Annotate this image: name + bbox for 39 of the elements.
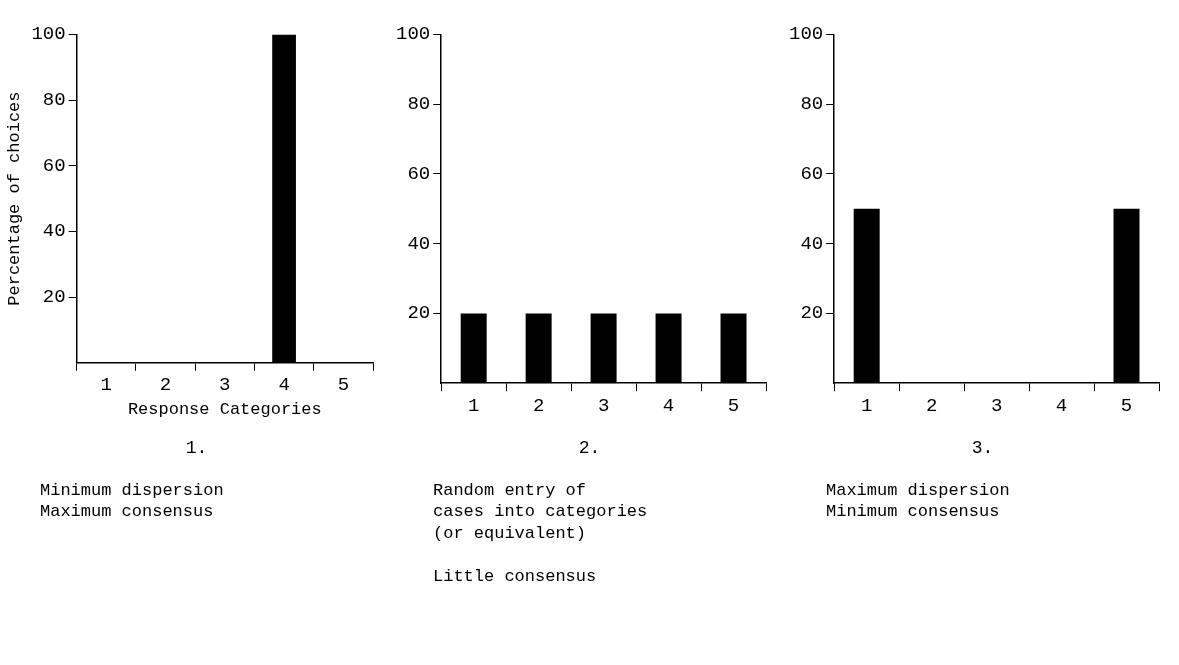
y-tick-label: 40	[42, 220, 66, 243]
y-tick-label: 80	[800, 93, 824, 116]
y-tick-label: 20	[407, 302, 431, 325]
y-tick-label: 100	[395, 23, 431, 46]
y-tick-label: 60	[407, 162, 431, 185]
text: Little consensus	[433, 565, 598, 587]
x-tick-label: 1	[860, 394, 873, 417]
x-tick-label: 3	[990, 394, 1003, 417]
y-tick-label: 80	[42, 89, 66, 112]
x-tick-label: 2	[925, 394, 938, 417]
x-tick-label: 3	[219, 374, 231, 397]
x-tick-label: 5	[727, 394, 740, 417]
x-tick-label: 2	[532, 394, 545, 417]
y-axis-title: Percentage of choices	[4, 91, 24, 306]
y-tick-label: 60	[800, 162, 824, 185]
x-tick-label: 1	[100, 374, 112, 397]
x-tick-label: 4	[278, 374, 290, 397]
y-tick-label: 100	[31, 23, 66, 46]
y-tick-label: 40	[800, 232, 824, 255]
x-tick-label: 2	[159, 374, 172, 397]
x-tick-label: 4	[1055, 394, 1068, 417]
y-tick-label: 40	[407, 232, 431, 255]
x-tick-label: 3	[597, 394, 610, 417]
text: 1.	[184, 438, 209, 458]
x-tick-label: 4	[662, 394, 675, 417]
x-tick-label: 1	[467, 394, 480, 417]
text: 3.	[970, 438, 995, 458]
text: Maximum dispersion Minimum consensus	[826, 480, 1011, 523]
y-tick-label: 20	[800, 302, 824, 325]
text: Minimum dispersion Maximum consensus	[40, 480, 225, 523]
y-tick-label: 60	[42, 154, 66, 177]
x-axis-title: Response Categories	[127, 400, 322, 420]
y-tick-label: 20	[42, 286, 66, 309]
x-tick-label: 5	[1120, 394, 1133, 417]
y-tick-label: 100	[788, 23, 824, 46]
x-tick-label: 5	[337, 374, 350, 397]
text: 2.	[577, 438, 602, 458]
y-tick-label: 80	[407, 93, 431, 116]
text: Random entry of cases into categories (or equivalent)	[433, 480, 649, 544]
